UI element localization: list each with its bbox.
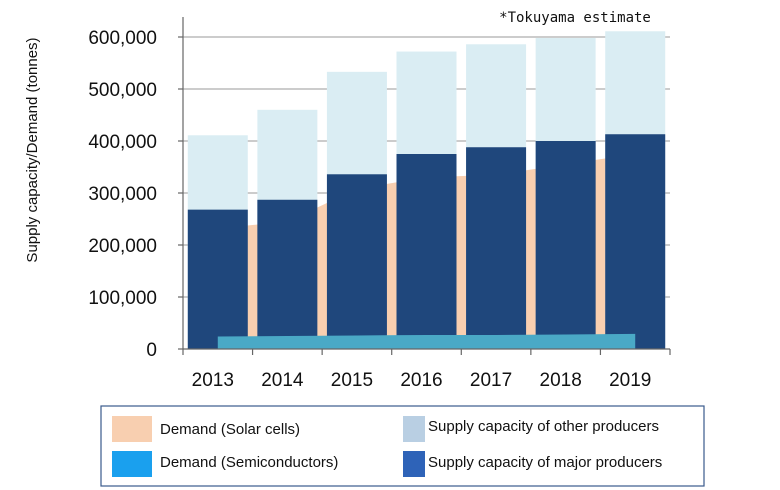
bar-major-producers [535, 141, 596, 349]
area-semiconductors [217, 333, 636, 349]
x-tick-label: 2019 [609, 370, 651, 391]
legend-label: Demand (Solar cells) [160, 421, 300, 438]
y-tick-label: 600,000 [88, 28, 157, 49]
area-demand-semiconductors [217, 333, 636, 349]
legend-label: Supply capacity of other producers [428, 418, 659, 435]
x-tick-label: 2014 [261, 370, 304, 391]
bar-major-producers [605, 134, 666, 349]
x-tick-label: 2017 [470, 370, 512, 391]
estimate-note: *Tokuyama estimate [499, 10, 651, 26]
y-tick-label: 0 [146, 340, 157, 361]
bar-major-producers [466, 147, 527, 349]
x-tick-label: 2016 [400, 370, 442, 391]
y-axis-label: Supply capacity/Demand (tonnes) [24, 37, 41, 262]
x-tick-label: 2018 [540, 370, 582, 391]
y-tick-label: 400,000 [88, 132, 157, 153]
y-tick-label: 300,000 [88, 184, 157, 205]
y-tick-labels: 0 100,000 200,000 300,000 400,000 500,000 600,… [88, 28, 157, 361]
bar-major-producers [396, 154, 457, 349]
legend-swatch [112, 416, 152, 442]
x-tick-label: 2015 [331, 370, 373, 391]
bar-major-producers [187, 209, 248, 349]
bars-major-producers [187, 134, 666, 349]
legend-label: Demand (Semiconductors) [160, 454, 338, 471]
y-tick-label: 100,000 [88, 288, 157, 309]
legend-swatch [403, 451, 425, 477]
x-tick-label: 2013 [192, 370, 234, 391]
y-tick-label: 500,000 [88, 80, 157, 101]
bar-major-producers [326, 174, 387, 349]
legend-swatch [403, 416, 425, 442]
legend: Demand (Solar cells) Supply capacity of o… [100, 405, 705, 487]
x-tick-labels: 2013 2014 2015 2016 2017 2018 2019 [192, 370, 652, 391]
legend-label: Supply capacity of major producers [428, 454, 662, 471]
y-tick-label: 200,000 [88, 236, 157, 257]
bar-major-producers [257, 199, 318, 349]
axes [178, 17, 671, 355]
legend-swatch [112, 451, 152, 477]
legend-box [100, 405, 705, 487]
